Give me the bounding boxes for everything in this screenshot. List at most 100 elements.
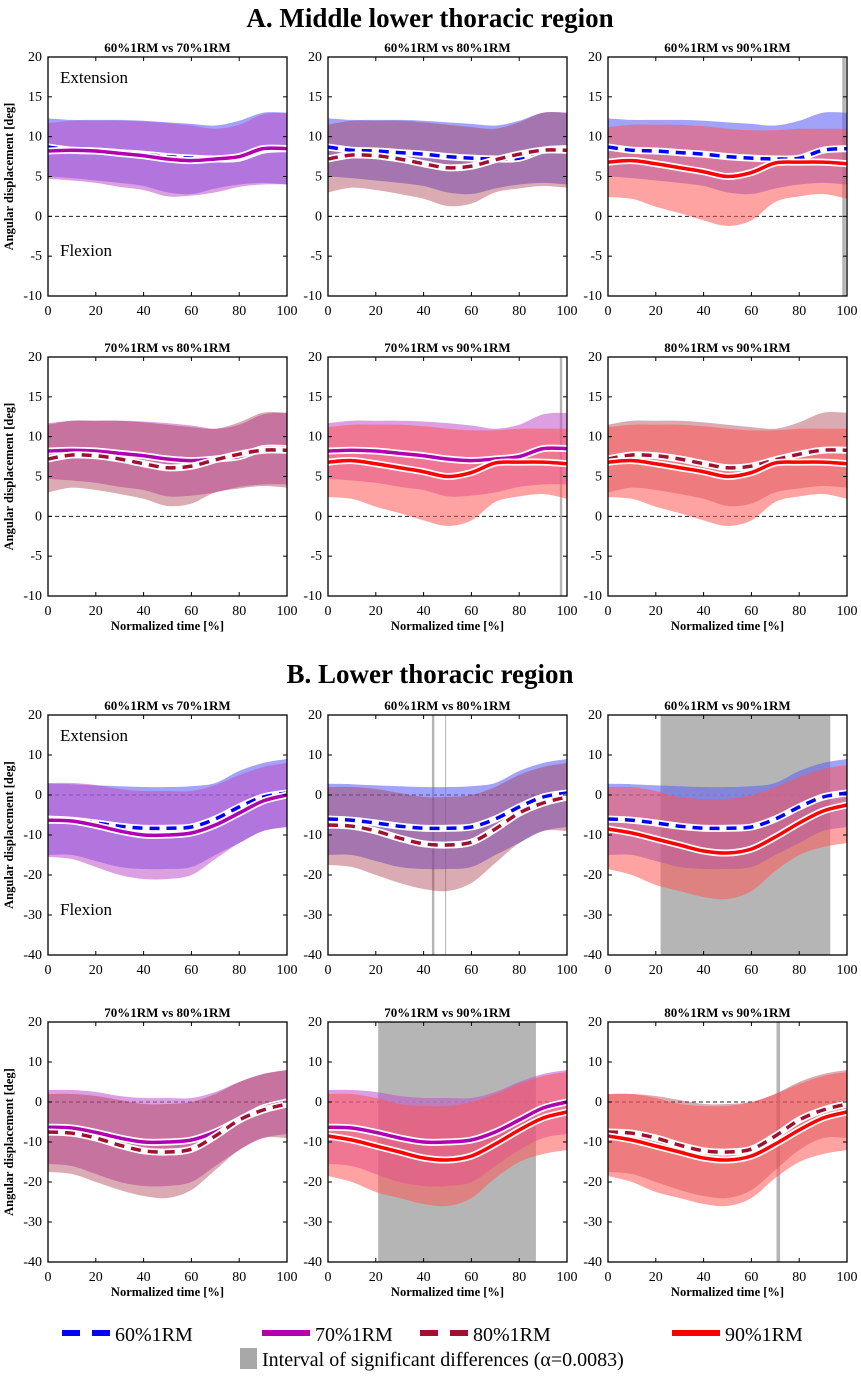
x-tick-label: 80 bbox=[232, 963, 246, 978]
x-tick-label: 0 bbox=[605, 963, 612, 978]
subplot: 60%1RM vs 90%1RM -40 -30 -20 -10 0 10 20 0 20 40 60… bbox=[583, 698, 857, 978]
extension-annotation: Extension bbox=[60, 68, 128, 87]
mean-line-60 bbox=[607, 145, 848, 161]
y-tick-label: -10 bbox=[23, 589, 42, 604]
mean-line-90 bbox=[607, 458, 848, 479]
legend-label: 70%1RM bbox=[315, 1324, 393, 1346]
y-tick-label: -10 bbox=[23, 828, 42, 843]
x-tick-label: 100 bbox=[557, 604, 578, 619]
y-tick-label: 0 bbox=[315, 509, 322, 524]
y-tick-label: -5 bbox=[30, 249, 42, 264]
mean-line-80 bbox=[607, 1102, 848, 1154]
x-tick-label: 0 bbox=[605, 1270, 612, 1285]
subplot-title: 70%1RM vs 80%1RM bbox=[104, 340, 230, 355]
y-tick-label: 10 bbox=[308, 748, 322, 763]
y-tick-label: -10 bbox=[23, 1135, 42, 1150]
x-tick-label: 20 bbox=[89, 304, 103, 319]
subplot-title: 80%1RM vs 90%1RM bbox=[664, 1005, 790, 1020]
subplot-title: 60%1RM vs 90%1RM bbox=[664, 40, 790, 55]
y-tick-label: -40 bbox=[303, 1255, 322, 1270]
y-tick-label: -5 bbox=[310, 549, 322, 564]
sd-band-60 bbox=[328, 759, 567, 870]
mean-line-90 bbox=[607, 158, 848, 179]
x-axis-label: Normalized time [%] bbox=[671, 619, 784, 633]
x-tick-label: 40 bbox=[697, 963, 711, 978]
y-tick-label: -30 bbox=[303, 1215, 322, 1230]
x-tick-label: 0 bbox=[605, 604, 612, 619]
legend-item-70: 70%1RM bbox=[262, 1324, 393, 1346]
y-tick-label: 5 bbox=[595, 470, 602, 485]
mean-line-80 bbox=[47, 1102, 288, 1154]
y-tick-label: -10 bbox=[303, 1135, 322, 1150]
x-tick-label: 40 bbox=[137, 963, 151, 978]
y-tick-label: 0 bbox=[35, 509, 42, 524]
y-tick-label: 0 bbox=[315, 1095, 322, 1110]
sd-band-80 bbox=[48, 1070, 287, 1199]
y-tick-label: 10 bbox=[588, 130, 602, 145]
mean-line-60 bbox=[327, 791, 568, 831]
subplot: 70%1RM vs 80%1RM -10 -5 0 5 10 15 20 0 20 40 60 80 10… bbox=[2, 340, 298, 633]
x-tick-label: 100 bbox=[277, 304, 298, 319]
y-axis-label: Angular displacement [deg] bbox=[2, 103, 16, 251]
y-tick-label: -10 bbox=[23, 289, 42, 304]
y-tick-label: 10 bbox=[588, 748, 602, 763]
x-tick-label: 60 bbox=[464, 963, 478, 978]
x-tick-label: 100 bbox=[837, 963, 858, 978]
y-tick-label: 5 bbox=[35, 170, 42, 185]
y-tick-label: 0 bbox=[35, 1095, 42, 1110]
y-tick-label: 20 bbox=[28, 50, 42, 65]
subplot: 80%1RM vs 90%1RM -10 -5 0 5 10 15 20 0 20 40 60 80 10… bbox=[583, 340, 857, 633]
x-tick-label: 20 bbox=[369, 1270, 383, 1285]
x-tick-label: 0 bbox=[45, 304, 52, 319]
y-tick-label: -5 bbox=[590, 249, 602, 264]
y-tick-label: -30 bbox=[583, 1215, 602, 1230]
extension-annotation: Extension bbox=[60, 726, 128, 745]
mean-line-80 bbox=[327, 148, 568, 170]
mean-line-80 bbox=[47, 448, 288, 470]
x-axis-label: Normalized time [%] bbox=[391, 1285, 504, 1299]
subplot-title: 60%1RM vs 70%1RM bbox=[104, 40, 230, 55]
y-axis-label: Angular displacement [deg] bbox=[2, 761, 16, 909]
x-tick-label: 60 bbox=[744, 604, 758, 619]
x-tick-label: 40 bbox=[697, 1270, 711, 1285]
x-axis-label: Normalized time [%] bbox=[391, 619, 504, 633]
x-tick-label: 0 bbox=[45, 604, 52, 619]
x-tick-label: 100 bbox=[277, 963, 298, 978]
x-tick-label: 20 bbox=[369, 304, 383, 319]
subplot-title: 60%1RM vs 80%1RM bbox=[384, 698, 510, 713]
y-tick-label: 10 bbox=[588, 1055, 602, 1070]
y-tick-label: 5 bbox=[315, 170, 322, 185]
x-tick-label: 100 bbox=[837, 1270, 858, 1285]
x-tick-label: 20 bbox=[649, 963, 663, 978]
y-tick-label: 0 bbox=[315, 788, 322, 803]
y-tick-label: -20 bbox=[583, 1175, 602, 1190]
y-tick-label: 20 bbox=[308, 708, 322, 723]
y-tick-label: 0 bbox=[595, 509, 602, 524]
sd-band-90 bbox=[608, 765, 847, 900]
y-tick-label: -20 bbox=[23, 1175, 42, 1190]
x-tick-label: 0 bbox=[45, 963, 52, 978]
y-axis-label: Angular displacement [deg] bbox=[2, 1068, 16, 1216]
y-tick-label: 20 bbox=[28, 1015, 42, 1030]
y-tick-label: 5 bbox=[315, 470, 322, 485]
y-tick-label: -30 bbox=[583, 908, 602, 923]
y-tick-label: 15 bbox=[28, 90, 42, 105]
x-axis-label: Normalized time [%] bbox=[111, 1285, 224, 1299]
subplot-title: 70%1RM vs 90%1RM bbox=[384, 1005, 510, 1020]
y-tick-label: -10 bbox=[583, 289, 602, 304]
x-tick-label: 60 bbox=[184, 1270, 198, 1285]
x-tick-label: 80 bbox=[792, 1270, 806, 1285]
x-tick-label: 40 bbox=[417, 604, 431, 619]
mean-line-80 bbox=[607, 448, 848, 470]
subplot: 60%1RM vs 70%1RM -40 -30 -20 -10 0 10 20 0 20 40 60… bbox=[2, 698, 298, 978]
y-tick-label: 15 bbox=[588, 390, 602, 405]
y-axis-label: Angular displacement [deg] bbox=[2, 403, 16, 551]
subplot: 70%1RM vs 80%1RM -40 -30 -20 -10 0 10 20 0 20 40 60… bbox=[2, 1005, 298, 1299]
x-tick-label: 60 bbox=[464, 1270, 478, 1285]
x-tick-label: 60 bbox=[184, 304, 198, 319]
x-tick-label: 60 bbox=[744, 1270, 758, 1285]
y-tick-label: -10 bbox=[303, 828, 322, 843]
subplot: 80%1RM vs 90%1RM -40 -30 -20 -10 0 10 20 0 20 40 60… bbox=[583, 1005, 857, 1299]
subplot-title: 70%1RM vs 90%1RM bbox=[384, 340, 510, 355]
